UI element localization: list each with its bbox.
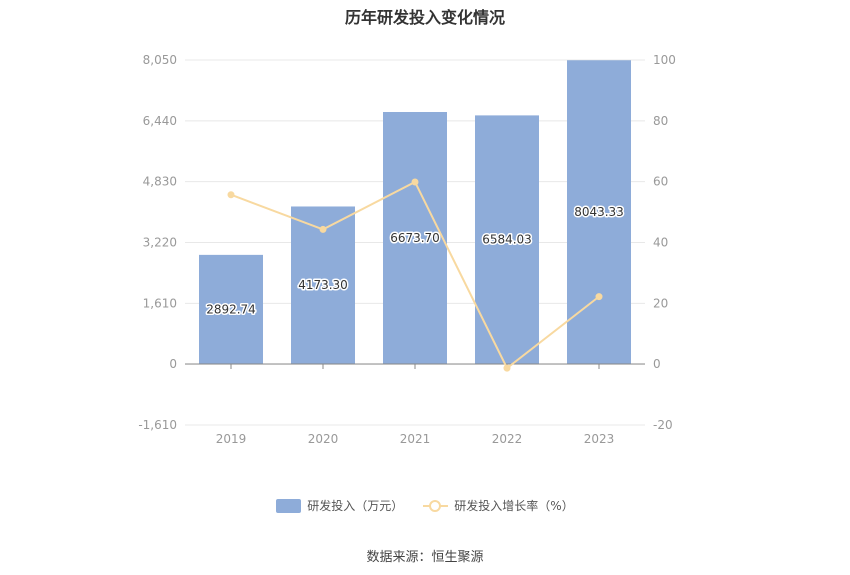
y-right-tick-label: 20 [653,296,668,310]
chart-title: 历年研发投入变化情况 [344,8,505,27]
bar [383,112,447,364]
y-left-tick-label: 4,830 [143,175,177,189]
x-tick-label: 2022 [492,432,523,446]
y-right-tick-label: 0 [653,357,661,371]
growth-point [595,293,603,301]
bar-data-label: 6584.03 [482,233,532,247]
axes: -1,610 0 1,610 3,220 4,830 6,440 8,050 -20 0 20 40… [138,53,676,446]
bar [199,254,263,364]
x-tick-label: 2023 [584,432,615,446]
legend-line-label: 研发投入增长率（%） [454,499,574,513]
bar-data-label: 4173.30 [298,278,348,292]
bar-data-label: 2892.74 [206,302,256,316]
x-tick-label: 2019 [216,432,247,446]
legend: 研发投入（万元） 研发投入增长率（%） [0,497,850,514]
y-left-tick-label: 3,220 [143,236,177,250]
x-tick-label: 2021 [400,432,431,446]
y-left-tick-label: 8,050 [143,53,177,67]
y-right-tick-label: 80 [653,114,668,128]
growth-point [319,225,327,233]
bar-data-label: 8043.33 [574,205,624,219]
bar-data-label: 6673.70 [390,231,440,245]
growth-point [411,178,419,186]
y-left-tick-label: 1,610 [143,296,177,310]
growth-point [227,191,235,199]
legend-line-swatch [423,499,449,513]
y-left-tick-label: 0 [169,357,177,371]
y-right-tick-label: -20 [653,418,673,432]
growth-point [503,364,511,372]
source-note: 数据来源：恒生聚源 [366,550,484,565]
y-right-tick-label: 100 [653,53,676,67]
data-labels: 2892.74 4173.30 6673.70 6584.03 8043.33 [205,204,626,318]
legend-item-bar[interactable]: 研发投入（万元） [276,497,403,514]
y-left-tick-label: 6,440 [143,114,177,128]
legend-bar-swatch [276,498,302,513]
legend-bar-label: 研发投入（万元） [307,499,404,513]
bar-series [199,60,631,365]
y-right-tick-label: 60 [653,175,668,189]
y-right-tick-label: 40 [653,236,668,250]
y-left-tick-label: -1,610 [138,418,177,432]
legend-item-line[interactable]: 研发投入增长率（%） [423,497,574,514]
x-tick-label: 2020 [308,432,339,446]
bar [475,115,539,364]
line-series [227,178,603,372]
